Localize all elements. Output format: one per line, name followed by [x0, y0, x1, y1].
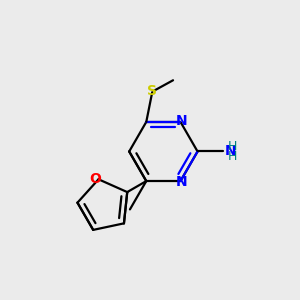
Text: N: N	[176, 175, 187, 189]
Text: H: H	[228, 140, 237, 153]
Text: N: N	[176, 114, 187, 128]
Text: H: H	[228, 150, 237, 163]
Text: S: S	[147, 84, 157, 98]
Text: O: O	[89, 172, 101, 186]
Text: N: N	[225, 145, 237, 158]
